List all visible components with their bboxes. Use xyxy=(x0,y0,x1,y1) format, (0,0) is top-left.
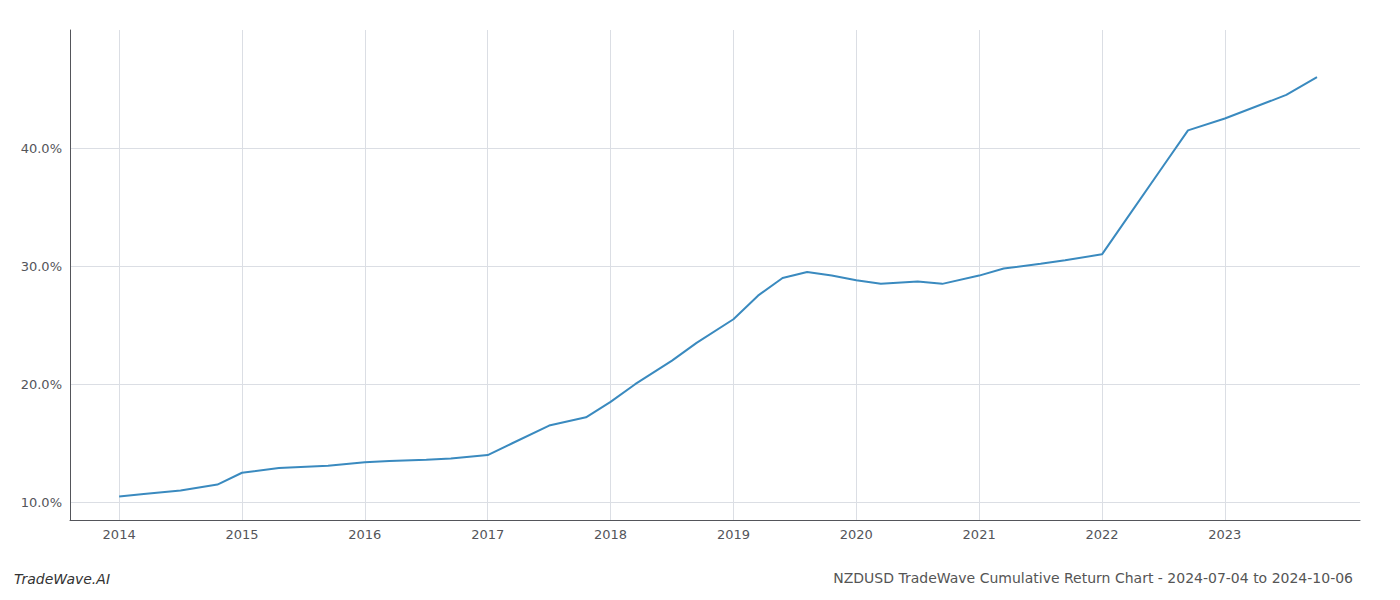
svg-text:20.0%: 20.0% xyxy=(21,377,62,392)
svg-text:2023: 2023 xyxy=(1208,527,1241,542)
svg-text:2016: 2016 xyxy=(348,527,381,542)
svg-text:2018: 2018 xyxy=(594,527,627,542)
svg-text:2021: 2021 xyxy=(963,527,996,542)
svg-text:2015: 2015 xyxy=(225,527,258,542)
svg-text:30.0%: 30.0% xyxy=(21,259,62,274)
svg-text:NZDUSD TradeWave Cumulative Re: NZDUSD TradeWave Cumulative Return Chart… xyxy=(833,570,1353,586)
svg-text:2017: 2017 xyxy=(471,527,504,542)
svg-text:TradeWave.AI: TradeWave.AI xyxy=(14,571,110,587)
svg-text:2020: 2020 xyxy=(840,527,873,542)
svg-text:10.0%: 10.0% xyxy=(21,495,62,510)
svg-text:40.0%: 40.0% xyxy=(21,141,62,156)
svg-text:2019: 2019 xyxy=(717,527,750,542)
svg-text:2014: 2014 xyxy=(103,527,136,542)
svg-text:2022: 2022 xyxy=(1085,527,1118,542)
